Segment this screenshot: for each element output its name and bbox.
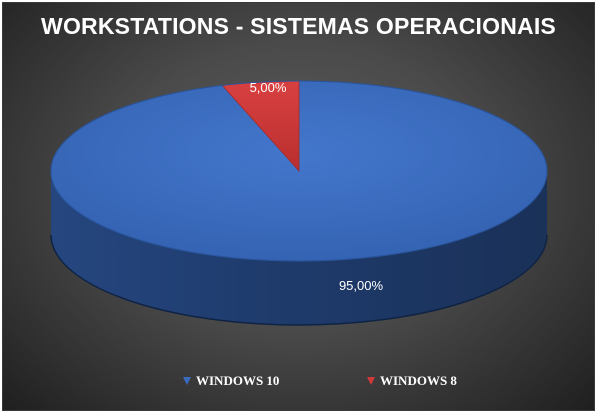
legend-label-windows-10: WINDOWS 10 xyxy=(196,373,280,388)
data-label-windows-10: 95,00% xyxy=(339,278,384,293)
pie-top-rim xyxy=(50,80,548,262)
legend: WINDOWS 10 WINDOWS 8 xyxy=(3,373,594,393)
legend-item-windows-8: WINDOWS 8 xyxy=(367,373,457,389)
slice-side-windows-10 xyxy=(51,171,547,325)
legend-marker-windows-10 xyxy=(183,377,191,385)
chart-area: WORKSTATIONS - SISTEMAS OPERACIONAIS 95,… xyxy=(2,2,595,411)
chart-title: WORKSTATIONS - SISTEMAS OPERACIONAIS xyxy=(41,13,556,39)
pie-bottom-edge xyxy=(50,234,548,326)
data-label-windows-8: 5,00% xyxy=(250,80,287,95)
pie-chart: 95,00% 5,00% xyxy=(50,80,548,326)
legend-item-windows-10: WINDOWS 10 xyxy=(183,373,279,389)
legend-label-windows-8: WINDOWS 8 xyxy=(380,373,457,388)
legend-marker-windows-8 xyxy=(367,377,375,385)
